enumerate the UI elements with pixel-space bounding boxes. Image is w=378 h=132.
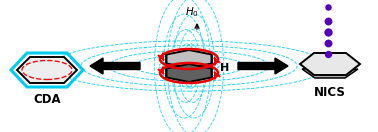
Text: NICS: NICS bbox=[314, 86, 346, 99]
Point bbox=[325, 6, 331, 8]
Point bbox=[325, 20, 331, 22]
Point bbox=[325, 53, 331, 55]
Polygon shape bbox=[300, 53, 360, 75]
Text: H$_0$: H$_0$ bbox=[185, 5, 199, 19]
Point bbox=[325, 31, 331, 33]
Text: H: H bbox=[220, 63, 229, 73]
Polygon shape bbox=[302, 64, 360, 78]
Polygon shape bbox=[166, 64, 212, 82]
Polygon shape bbox=[17, 57, 77, 83]
Polygon shape bbox=[166, 50, 212, 68]
FancyArrow shape bbox=[90, 58, 140, 74]
Point bbox=[325, 42, 331, 44]
Text: CDA: CDA bbox=[33, 93, 61, 106]
FancyArrow shape bbox=[238, 58, 288, 74]
